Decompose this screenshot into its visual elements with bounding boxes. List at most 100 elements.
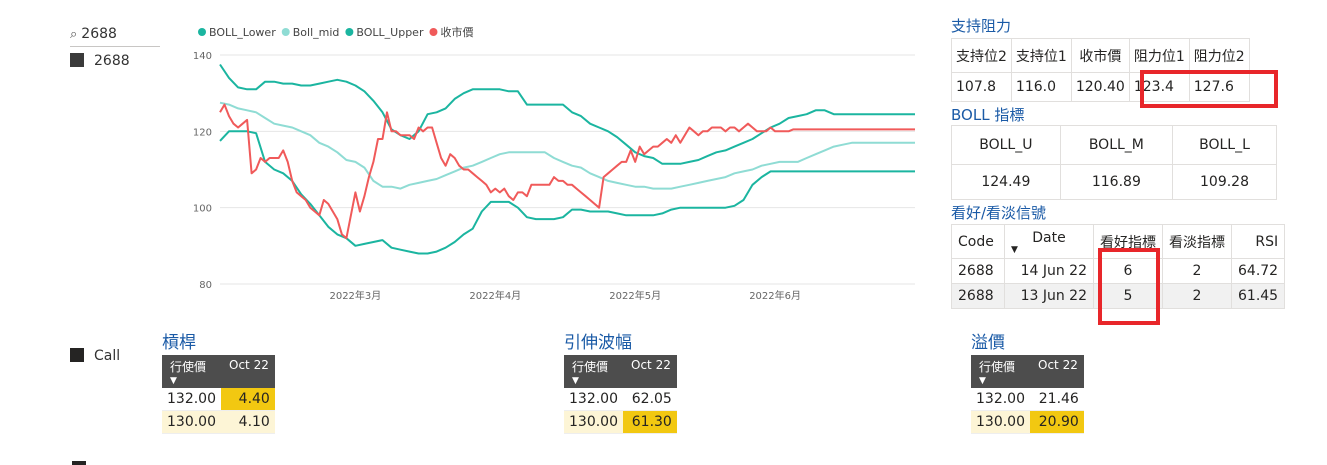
col-header-expiry[interactable]: Oct 22 bbox=[1030, 355, 1084, 388]
implied-vol-table: 行使價 ▼ Oct 22 132.00 62.05 130.00 61.30 bbox=[564, 355, 677, 434]
support-2-value: 107.8 bbox=[951, 72, 1012, 102]
sort-desc-icon[interactable]: ▼ bbox=[979, 376, 986, 386]
stock-search-slicer[interactable]: ⌕ 2688 bbox=[70, 26, 160, 47]
strike-cell: 130.00 bbox=[971, 410, 1030, 434]
y-tick-label: 80 bbox=[199, 280, 212, 291]
strike-cell: 132.00 bbox=[162, 388, 221, 411]
col-header[interactable]: 收市價 bbox=[1070, 38, 1130, 73]
y-tick-label: 120 bbox=[193, 127, 212, 138]
legend-label: 收市價 bbox=[440, 25, 473, 39]
value-cell: 4.10 bbox=[221, 410, 275, 434]
bollinger-line-chart: BOLL_Lower Boll_mid BOLL_Upper 收市價 80 100 120… bbox=[193, 25, 915, 302]
premium-table: 行使價 ▼ Oct 22 132.00 21.46 130.00 20.90 bbox=[971, 355, 1084, 434]
legend-item[interactable]: 收市價 bbox=[429, 25, 473, 39]
slicer-item-label: 2688 bbox=[94, 53, 130, 69]
signals-table: Code Date ▼ 看好指標 看淡指標 RSI 2688 14 Jun 22 … bbox=[951, 224, 1286, 309]
legend-item-call[interactable]: Call bbox=[70, 348, 120, 364]
support-resistance-title: 支持阻力 bbox=[951, 17, 1012, 35]
legend-item-label: Call bbox=[94, 348, 121, 364]
bear-cell: 2 bbox=[1162, 283, 1232, 309]
col-header[interactable]: BOLL_M bbox=[1059, 125, 1174, 165]
boll-upper-value: 124.49 bbox=[951, 164, 1061, 200]
col-header[interactable]: BOLL_U bbox=[951, 125, 1061, 165]
strike-cell: 130.00 bbox=[564, 410, 623, 434]
legend-item[interactable]: BOLL_Lower bbox=[198, 26, 276, 39]
col-header[interactable]: 支持位1 bbox=[1010, 38, 1072, 73]
chart-legend[interactable]: BOLL_Lower Boll_mid BOLL_Upper 收市價 bbox=[198, 25, 473, 39]
col-header-strike[interactable]: 行使價 ▼ bbox=[971, 355, 1030, 388]
checkbox-icon[interactable] bbox=[70, 53, 84, 67]
sort-desc-icon[interactable]: ▼ bbox=[572, 376, 579, 386]
code-cell: 2688 bbox=[951, 258, 1005, 284]
resistance-highlight-box bbox=[1140, 70, 1278, 108]
leverage-title: 槓桿 bbox=[162, 333, 196, 353]
value-cell: 61.30 bbox=[623, 410, 677, 434]
series-line-Boll_mid bbox=[219, 101, 915, 190]
signals-title: 看好/看淡信號 bbox=[951, 204, 1047, 222]
legend-marker bbox=[198, 28, 206, 36]
code-cell: 2688 bbox=[951, 283, 1005, 309]
checkbox-icon[interactable] bbox=[70, 348, 84, 362]
value-cell: 4.40 bbox=[221, 388, 275, 411]
col-header[interactable]: 阻力位2 bbox=[1188, 38, 1250, 73]
y-tick-label: 100 bbox=[193, 204, 212, 215]
bullish-highlight-box bbox=[1098, 248, 1160, 325]
support-1-value: 116.0 bbox=[1010, 72, 1072, 102]
table-row: 130.00 61.30 bbox=[564, 410, 677, 434]
table-row: 132.00 62.05 bbox=[564, 388, 677, 411]
boll-mid-value: 116.89 bbox=[1059, 164, 1174, 200]
col-header-expiry[interactable]: Oct 22 bbox=[623, 355, 677, 388]
col-header[interactable]: BOLL_L bbox=[1172, 125, 1277, 165]
boll-lower-value: 109.28 bbox=[1172, 164, 1277, 200]
legend-marker bbox=[429, 28, 438, 36]
strike-cell: 132.00 bbox=[564, 388, 623, 411]
col-header-date[interactable]: Date ▼ bbox=[1004, 224, 1094, 259]
x-tick-label: 2022年4月 bbox=[469, 289, 521, 302]
series-line-收市價 bbox=[219, 103, 915, 240]
close-value: 120.40 bbox=[1070, 72, 1130, 102]
col-header-strike[interactable]: 行使價 ▼ bbox=[564, 355, 623, 388]
search-icon: ⌕ bbox=[70, 27, 78, 42]
col-header[interactable]: 阻力位1 bbox=[1128, 38, 1190, 73]
legend-item[interactable]: Boll_mid bbox=[281, 26, 340, 39]
col-header[interactable]: 支持位2 bbox=[951, 38, 1012, 73]
boll-title: BOLL 指標 bbox=[951, 106, 1025, 124]
bear-cell: 2 bbox=[1162, 258, 1232, 284]
legend-label: BOLL_Lower bbox=[209, 26, 276, 39]
legend-item[interactable]: BOLL_Upper bbox=[345, 26, 424, 39]
y-axis-labels: 80 100 120 140 bbox=[193, 51, 212, 291]
sort-desc-icon[interactable]: ▼ bbox=[1011, 244, 1018, 255]
slicer-item-2688[interactable]: 2688 bbox=[70, 53, 130, 69]
table-row: 2688 13 Jun 22 5 2 61.45 bbox=[951, 283, 1286, 309]
x-tick-label: 2022年5月 bbox=[609, 289, 661, 302]
strike-cell: 130.00 bbox=[162, 410, 221, 434]
series-line-BOLL_Lower bbox=[219, 130, 915, 255]
col-header-strike[interactable]: 行使價 ▼ bbox=[162, 355, 221, 388]
search-value[interactable]: 2688 bbox=[81, 26, 117, 42]
value-cell: 20.90 bbox=[1030, 410, 1084, 434]
boll-table: BOLL_U BOLL_M BOLL_L 124.49 116.89 109.2… bbox=[951, 125, 1277, 200]
implied-vol-title: 引伸波幅 bbox=[564, 333, 632, 353]
x-tick-label: 2022年6月 bbox=[749, 289, 801, 302]
table-row: 130.00 20.90 bbox=[971, 410, 1084, 434]
strike-cell: 132.00 bbox=[971, 388, 1030, 411]
date-cell: 13 Jun 22 bbox=[1004, 283, 1094, 309]
chart-grid bbox=[220, 54, 915, 285]
col-header-expiry[interactable]: Oct 22 bbox=[221, 355, 275, 388]
col-header[interactable]: RSI bbox=[1230, 224, 1286, 259]
chart-series bbox=[219, 63, 915, 255]
table-row: 132.00 4.40 bbox=[162, 388, 275, 411]
support-resistance-table: 支持位2 支持位1 收市價 阻力位1 阻力位2 107.8 116.0 120.… bbox=[951, 38, 1250, 102]
sort-desc-icon[interactable]: ▼ bbox=[170, 376, 177, 386]
table-row: 130.00 4.10 bbox=[162, 410, 275, 434]
col-header[interactable]: 看好指標 bbox=[1093, 224, 1163, 259]
resistance-1-value: 123.4 bbox=[1128, 72, 1190, 102]
col-header[interactable]: 看淡指標 bbox=[1162, 224, 1232, 259]
value-cell: 62.05 bbox=[623, 388, 677, 411]
col-header[interactable]: Code bbox=[951, 224, 1005, 259]
legend-label: BOLL_Upper bbox=[356, 26, 424, 39]
x-tick-label: 2022年3月 bbox=[329, 289, 381, 302]
legend-label: Boll_mid bbox=[293, 26, 340, 39]
bull-cell: 5 bbox=[1093, 283, 1163, 309]
leverage-table: 行使價 ▼ Oct 22 132.00 4.40 130.00 4.10 bbox=[162, 355, 275, 434]
